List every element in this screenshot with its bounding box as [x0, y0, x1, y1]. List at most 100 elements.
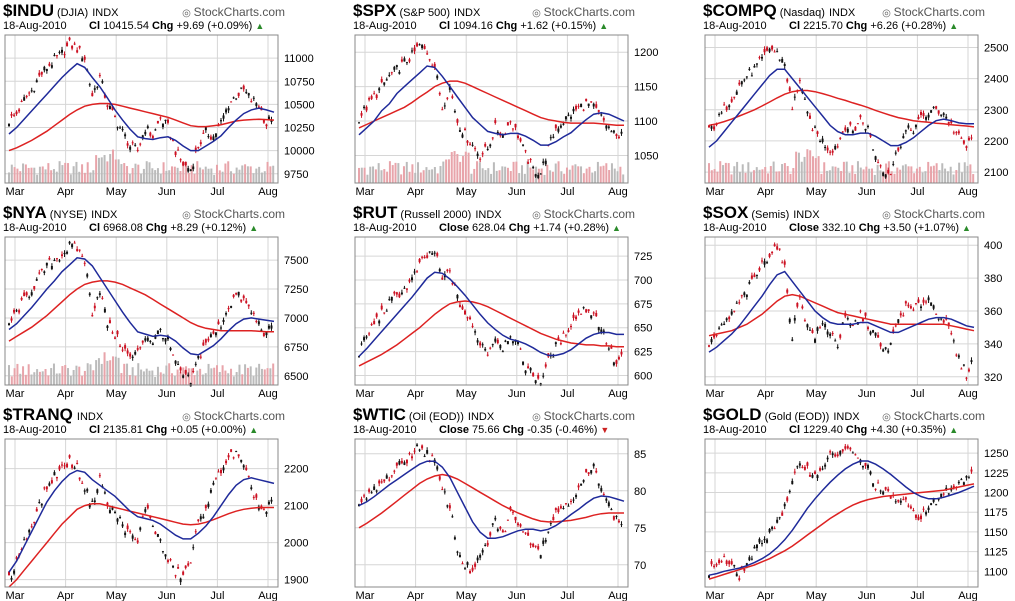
volume-bar	[168, 170, 171, 183]
candle-body	[370, 324, 373, 326]
candle-body	[617, 520, 620, 523]
volume-bar	[187, 173, 190, 183]
candle-body	[426, 450, 429, 454]
volume-bar	[394, 162, 397, 183]
chart-date: 18-Aug-2010	[703, 222, 767, 234]
brand-label: StockCharts.com	[893, 5, 985, 19]
volume-bar	[724, 162, 727, 183]
x-tick-label: Aug	[958, 590, 978, 601]
candle-body	[78, 45, 81, 48]
candle-body	[501, 530, 504, 533]
candle-body	[194, 531, 197, 533]
volume-bar	[165, 365, 168, 385]
candle-body	[489, 532, 492, 536]
candle-body	[370, 96, 373, 99]
candle-body	[788, 318, 791, 323]
candle-body	[220, 327, 222, 329]
volume-bar	[120, 164, 123, 183]
x-tick-label: Jul	[210, 590, 224, 601]
candle-body	[209, 489, 212, 493]
sma-200-line	[8, 280, 274, 342]
chg-value: +0.05 (+0.00%)	[170, 424, 247, 436]
chart-panel: Mar Apr May Jun Jul Aug 1100 1125 1150 1175 1200 12…	[703, 405, 1015, 601]
candle-body	[398, 461, 401, 465]
y-tick-label: 70	[634, 560, 646, 572]
candle-body	[590, 101, 593, 103]
x-tick-label: Apr	[757, 388, 774, 400]
x-tick-label: May	[106, 186, 127, 198]
candle-body	[897, 147, 900, 151]
candle-body	[25, 95, 28, 97]
candle-body	[783, 503, 786, 507]
volume-bar	[708, 163, 710, 183]
volume-bar	[445, 159, 448, 183]
triangle-down-icon: ▼	[600, 425, 610, 435]
candle-body	[902, 136, 905, 139]
candle-body	[884, 487, 887, 490]
candle-body	[892, 329, 895, 332]
candle-body	[600, 488, 603, 492]
candle-body	[506, 341, 509, 345]
candle-body	[615, 515, 618, 517]
volume-bar	[809, 150, 812, 183]
x-tick-label: Mar	[6, 388, 25, 400]
volume-bar	[532, 169, 535, 183]
chart-symbol: $SPX	[353, 1, 397, 20]
plot-frame	[354, 34, 629, 184]
volume-bar	[478, 162, 481, 183]
chart-exchange: INDX	[92, 7, 119, 19]
candle-body	[522, 144, 525, 146]
brand-label: StockCharts.com	[193, 207, 285, 221]
candle-body	[403, 58, 406, 62]
candle-body	[428, 251, 431, 253]
brand-watermark: ◎ StockCharts.com	[182, 5, 285, 19]
candle-body	[733, 564, 736, 567]
candle-body	[864, 312, 867, 316]
candle-body	[267, 116, 270, 120]
x-tick-label: Jun	[508, 186, 526, 198]
candle-body	[423, 45, 426, 49]
candle-body	[592, 463, 595, 467]
x-tick-label: Apr	[407, 388, 424, 400]
candle-body	[33, 521, 36, 524]
candle-body	[522, 531, 525, 533]
plot-frame	[704, 438, 979, 588]
candle-body	[184, 370, 187, 374]
volume-bar	[574, 164, 577, 183]
sma-50-line	[8, 62, 275, 152]
candle-body	[242, 85, 245, 90]
candle-body	[776, 246, 779, 250]
candle-body	[861, 122, 864, 124]
candle-body	[524, 370, 527, 374]
volume-bar	[179, 371, 182, 385]
candle-body	[899, 146, 902, 148]
candle-body	[383, 479, 386, 482]
volume-bar	[439, 166, 442, 183]
volume-bar	[201, 374, 204, 385]
volume-bar	[246, 367, 249, 385]
volume-bar	[258, 363, 261, 385]
candle-body	[610, 131, 613, 133]
volume-bar	[173, 375, 176, 385]
chg-label: Chg	[845, 20, 868, 32]
candle-body	[595, 104, 598, 108]
sma-200-line	[8, 503, 274, 588]
close-label: Close	[439, 424, 469, 436]
candle-body	[920, 515, 922, 520]
candle-body	[111, 507, 114, 510]
candle-body	[889, 174, 892, 176]
candle-body	[720, 112, 723, 114]
candle-body	[222, 319, 225, 322]
volume-bar	[613, 168, 616, 183]
candle-body	[776, 51, 779, 53]
candle-body	[164, 554, 167, 557]
candle-body	[413, 450, 416, 452]
volume-bar	[8, 365, 10, 385]
sma-50-line	[708, 460, 975, 576]
candle-body	[139, 527, 142, 530]
volume-bar	[523, 173, 526, 183]
volume-bar	[111, 149, 114, 183]
candle-body	[567, 505, 570, 507]
